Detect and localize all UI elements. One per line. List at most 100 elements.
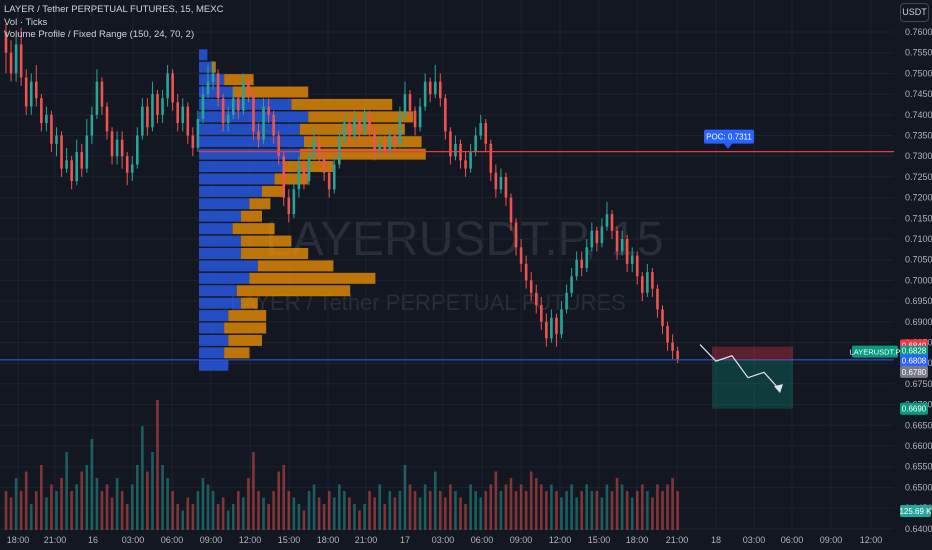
vp-bar-down — [228, 334, 262, 346]
volume-bar — [136, 465, 139, 530]
volume-bar — [373, 497, 376, 530]
volume-bar — [50, 484, 53, 530]
candle-body — [449, 131, 452, 157]
volume-bar — [262, 497, 265, 530]
volume-bar — [60, 478, 63, 530]
y-tick-label: 0.7300 — [905, 151, 932, 161]
symbol-line[interactable]: LAYER / Tether PERPETUAL FUTURES, 15, ME… — [4, 4, 224, 15]
candle-body — [519, 247, 523, 264]
x-tick-label: 06:00 — [781, 535, 804, 545]
volume-bar — [560, 497, 563, 530]
vp-bar-up — [199, 285, 237, 297]
vp-bar-down — [241, 210, 262, 222]
volume-bar — [247, 478, 250, 530]
volume-bar — [676, 491, 679, 530]
candle-body — [292, 189, 296, 215]
volume-bar — [428, 491, 432, 530]
vp-bar-down — [224, 322, 267, 334]
y-tick-label: 0.7500 — [905, 68, 932, 78]
x-tick-label: 17 — [400, 535, 410, 545]
volume-bar — [55, 491, 58, 530]
volume-bar — [317, 497, 321, 530]
candle-body — [398, 114, 402, 144]
vp-bar-down — [257, 260, 334, 272]
volume-bar — [459, 497, 462, 530]
volume-bar — [65, 452, 68, 530]
volume-bar — [494, 471, 498, 530]
candle-body — [454, 143, 457, 157]
indicator-vol[interactable]: Vol · Ticks — [4, 16, 48, 28]
vp-bar-down — [228, 310, 267, 322]
volume-bar — [449, 484, 452, 530]
candle-body — [388, 135, 392, 153]
candle-body — [186, 106, 190, 136]
vp-bar-up — [199, 260, 258, 272]
candle-body — [540, 305, 543, 322]
volume-bar — [105, 484, 109, 530]
volume-bar — [90, 439, 94, 530]
y-tick-label: 0.7250 — [905, 172, 932, 182]
vp-bar-down — [224, 74, 254, 86]
volume-bar — [565, 491, 568, 530]
volume-bar — [297, 504, 301, 530]
candle-body — [151, 94, 154, 128]
volume-bar — [605, 484, 609, 530]
vp-bar-down — [232, 223, 275, 235]
vp-bar-up — [199, 148, 300, 160]
volume-bar — [585, 484, 589, 530]
candle-body — [575, 259, 578, 277]
volume-bar — [196, 491, 200, 530]
candle-body — [358, 118, 361, 132]
volume-bar — [35, 491, 38, 530]
volume-bar — [635, 491, 639, 530]
vp-bar-down — [249, 198, 271, 210]
volume-bar — [287, 491, 291, 530]
volume-bar — [590, 491, 594, 530]
vp-bar-up — [199, 49, 208, 61]
candle-body — [560, 309, 563, 335]
y-tick-label: 0.6650 — [905, 420, 932, 430]
volume-bar — [641, 484, 644, 530]
y-tick-label: 0.6750 — [905, 379, 932, 389]
candle-body — [529, 280, 533, 293]
candle-body — [100, 81, 104, 107]
candles — [4, 23, 679, 364]
volume-bar — [75, 484, 78, 530]
axes: 0.7600 0.7550 0.7500 0.7450 0.7400 0.7350 0.73… — [7, 27, 932, 545]
volume-bar — [302, 510, 306, 530]
candle-body — [428, 81, 432, 95]
volume-bar — [166, 478, 169, 530]
y-tick-label: 0.6400 — [905, 524, 932, 534]
volume-bar — [221, 497, 225, 530]
volume-bar — [388, 491, 392, 530]
volume-bar — [464, 504, 467, 530]
position-tool[interactable] — [699, 344, 793, 409]
volume-bar — [343, 491, 346, 530]
candle-body — [80, 152, 84, 169]
candle-body — [418, 106, 422, 128]
volume-bar — [257, 491, 260, 530]
y-tick-label: 0.7350 — [905, 131, 932, 141]
candle-body — [630, 255, 634, 264]
candle-body — [368, 114, 371, 132]
candle-body — [620, 239, 624, 252]
currency-button[interactable]: USDT — [900, 3, 929, 22]
candle-body — [252, 94, 255, 132]
volume-bar — [580, 491, 583, 530]
candle-body — [393, 135, 397, 144]
candle-body — [196, 118, 200, 148]
x-tick-label: 09:00 — [200, 535, 223, 545]
volume-bar — [161, 465, 164, 530]
volume-bar — [393, 497, 397, 530]
vp-bar-down — [241, 297, 258, 309]
candle-body — [651, 272, 654, 289]
volume-bar — [519, 484, 523, 530]
candle-body — [19, 44, 23, 78]
candle-body — [60, 135, 63, 169]
candle-body — [378, 143, 381, 153]
indicator-volume-profile[interactable]: Volume Profile / Fixed Range (150, 24, 7… — [4, 29, 195, 40]
candle-body — [4, 32, 8, 53]
candle-body — [221, 98, 225, 124]
